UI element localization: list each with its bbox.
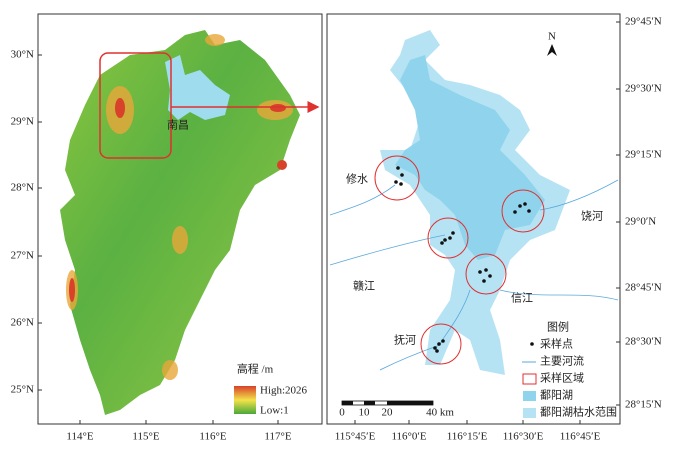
legend-item: 采样区域 <box>540 371 584 385</box>
scale-label: 10 <box>359 407 371 419</box>
lat-label: 29°N <box>11 116 34 128</box>
lake <box>165 55 230 120</box>
lon-label: 114°E <box>66 431 93 443</box>
lon-label: 117°E <box>264 431 291 443</box>
lat-label: 29°45′N <box>625 16 662 28</box>
legend-symbol <box>523 408 536 418</box>
poyang-lake <box>395 55 545 260</box>
lat-label: 29°30′N <box>625 83 662 95</box>
lat-label: 30°N <box>11 49 34 61</box>
river-label: 抚河 <box>394 333 416 347</box>
sample-points <box>394 166 531 353</box>
lon-label: 116°45′E <box>560 431 601 443</box>
scale-label: 20 <box>382 407 394 419</box>
legend-symbol <box>523 391 536 401</box>
lon-label: 116°15′E <box>447 431 488 443</box>
lon-label: 116°30′E <box>503 431 544 443</box>
lat-label: 28°15′N <box>625 399 662 411</box>
lat-label: 29°15′N <box>625 149 662 161</box>
legend-high: High:2026 <box>260 385 308 397</box>
lat-label: 26°N <box>11 317 34 329</box>
lon-label: 115°E <box>132 431 159 443</box>
legend-low: Low:1 <box>260 405 289 417</box>
lat-label: 25°N <box>11 384 34 396</box>
scale-label: 0 <box>339 407 345 419</box>
highlands <box>66 34 293 380</box>
lon-label: 116°E <box>199 431 226 443</box>
legend-item: 主要河流 <box>540 354 584 368</box>
lon-label: 115°45′E <box>335 431 376 443</box>
legend-symbol <box>530 342 534 346</box>
lat-label: 28°45′N <box>625 282 662 294</box>
legend-title: 图例 <box>547 320 569 334</box>
legend-title: 高程 /m <box>237 362 274 376</box>
river-label: 信江 <box>511 292 533 305</box>
legend-ramp <box>234 386 256 414</box>
north-label: N <box>548 31 556 43</box>
legend-item: 鄱阳湖 <box>540 389 573 402</box>
lat-label: 28°30′N <box>625 336 662 348</box>
scale-bar <box>341 400 434 406</box>
lat-label: 27°N <box>11 250 34 262</box>
study-area-box <box>99 52 172 159</box>
sample-areas <box>374 155 545 365</box>
river-label: 饶河 <box>581 210 603 223</box>
lat-label: 29°0′N <box>625 216 656 228</box>
river-label: 赣江 <box>353 279 375 293</box>
lat-label: 28°N <box>11 182 34 194</box>
north-arrow <box>547 44 557 56</box>
lon-label: 116°0′E <box>391 431 426 443</box>
legend-item: 鄱阳湖枯水范围 <box>540 405 617 419</box>
river-label: 修水 <box>346 172 368 186</box>
legend-symbol <box>522 373 537 385</box>
city-label: 南昌 <box>167 119 189 132</box>
scale-label: 40 km <box>426 407 454 419</box>
peaks <box>69 98 287 302</box>
legend-item: 采样点 <box>540 337 573 351</box>
